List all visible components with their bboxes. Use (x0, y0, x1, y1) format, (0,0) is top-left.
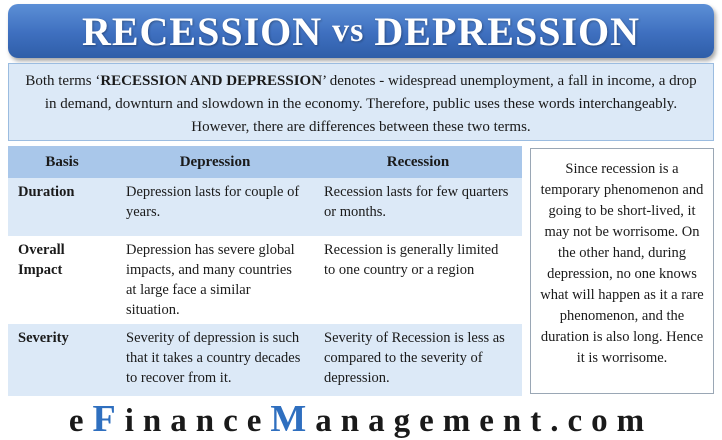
brand-hl-f: F (92, 398, 125, 440)
row-depression: Severity of depression is such that it t… (116, 324, 314, 396)
brand-part-anagement: anagement.com (315, 403, 654, 439)
table-row: Overall Impact Depression has severe glo… (8, 236, 522, 324)
title-vs: vs (332, 12, 365, 49)
brand-hl-m: M (270, 398, 316, 440)
title-depression: DEPRESSION (374, 8, 641, 54)
intro-text-after: ’ denotes - widespread unemployment, a f… (44, 73, 697, 135)
brand-logo: eFinanceManagement.com (0, 398, 722, 440)
row-basis: Severity (8, 324, 116, 396)
side-note: Since recession is a temporary phenomeno… (530, 148, 714, 394)
table-row: Duration Depression lasts for couple of … (8, 178, 522, 236)
header-depression: Depression (116, 146, 314, 178)
row-basis: Overall Impact (8, 236, 116, 324)
row-depression: Depression has severe global impacts, an… (116, 236, 314, 324)
header-basis: Basis (8, 146, 116, 178)
row-depression: Depression lasts for couple of years. (116, 178, 314, 236)
table-header-row: Basis Depression Recession (8, 146, 522, 178)
row-basis: Duration (8, 178, 116, 236)
row-recession: Recession lasts for few quarters or mont… (314, 178, 522, 236)
intro-paragraph: Both terms ‘RECESSION AND DEPRESSION’ de… (8, 63, 714, 141)
brand-part-inance: inance (124, 403, 271, 439)
comparison-table: Basis Depression Recession Duration Depr… (8, 146, 522, 396)
row-recession: Recession is generally limited to one co… (314, 236, 522, 324)
brand-part-e: e (68, 403, 93, 439)
intro-text-before: Both terms ‘ (25, 73, 101, 89)
header-recession: Recession (314, 146, 522, 178)
title-banner: RECESSION vs DEPRESSION (8, 4, 714, 58)
row-recession: Severity of Recession is less as compare… (314, 324, 522, 396)
title-recession: RECESSION (81, 8, 323, 54)
intro-text-bold: RECESSION AND DEPRESSION (100, 73, 323, 89)
table-row: Severity Severity of depression is such … (8, 324, 522, 396)
